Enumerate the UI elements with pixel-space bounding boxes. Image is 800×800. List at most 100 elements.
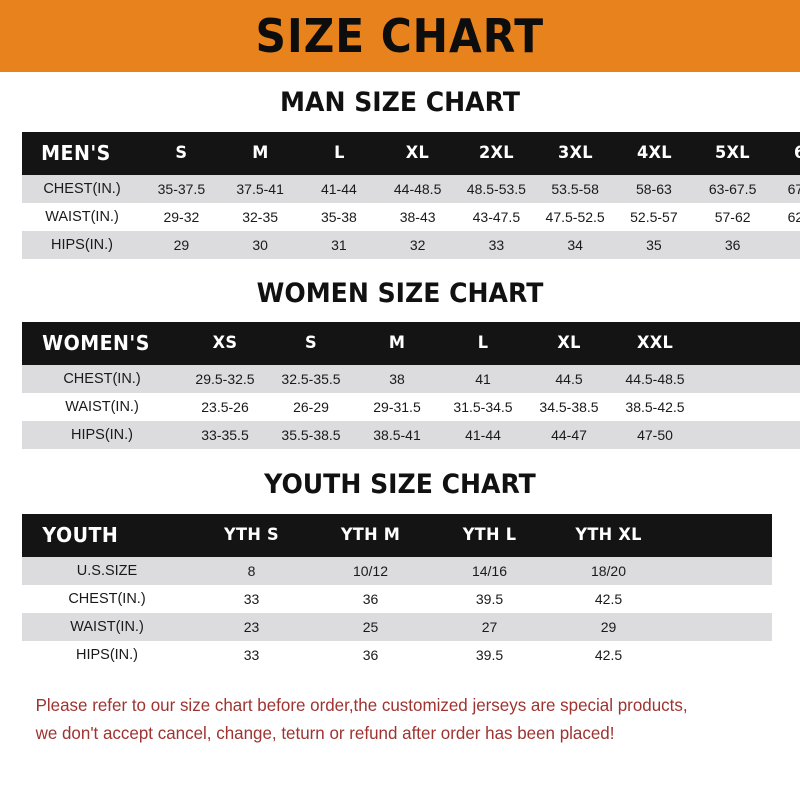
- women-hips-xxl: 47-50: [637, 427, 673, 443]
- man-chest-s: 35-37.5: [157, 181, 206, 197]
- women-row-header-label: WOMEN'S: [42, 331, 150, 355]
- youth-ussize-s: 8: [247, 563, 256, 579]
- chart-content: MAN SIZE CHART MEN'S S M L XL 2XL 3XL: [0, 72, 800, 800]
- youth-hips-m: 36: [362, 647, 379, 663]
- youth-header-row: YOUTH YTH S YTH M YTH L YTH XL: [22, 514, 772, 557]
- table-row: HIPS(IN.) 33-35.5 35.5-38.5 38.5-41 41-4…: [22, 421, 800, 449]
- youth-size-table: YOUTH YTH S YTH M YTH L YTH XL U.S.SIZE …: [22, 514, 772, 669]
- man-hips-2xl: 33: [488, 237, 505, 253]
- man-chest-l: 41-44: [320, 181, 357, 197]
- youth-waist-s: 23: [243, 619, 260, 635]
- man-col-header-s: S: [175, 143, 188, 163]
- man-col-header-2xl: 2XL: [478, 143, 514, 163]
- man-hips-m: 30: [252, 237, 268, 253]
- youth-chest-l: 39.5: [475, 591, 504, 607]
- youth-section-title: YOUTH SIZE CHART: [264, 469, 536, 500]
- man-col-header-5xl: 5XL: [715, 143, 751, 163]
- man-waist-xl: 38-43: [399, 209, 436, 225]
- youth-chest-s: 33: [243, 591, 260, 607]
- youth-chest-xl: 42.5: [594, 591, 623, 607]
- man-chest-3xl: 53.5-58: [551, 181, 599, 197]
- women-hips-spacer: [698, 421, 800, 449]
- women-hips-xs: 33-35.5: [201, 427, 249, 443]
- women-hips-label: HIPS(IN.): [70, 427, 134, 443]
- youth-col-header-m: YTH M: [340, 525, 401, 545]
- man-waist-s: 29-32: [163, 209, 200, 225]
- youth-table-wrapper: YOUTH YTH S YTH M YTH L YTH XL U.S.SIZE …: [22, 514, 778, 669]
- man-chest-m: 37.5-41: [236, 181, 284, 197]
- man-col-header-3xl: 3XL: [557, 143, 593, 163]
- women-chest-xl: 44.5: [555, 371, 583, 387]
- women-waist-xxl: 38.5-42.5: [625, 399, 685, 415]
- page-title: SIZE CHART: [255, 9, 545, 63]
- women-hips-s: 35.5-38.5: [281, 427, 341, 443]
- women-hips-m: 38.5-41: [373, 427, 421, 443]
- women-table-wrapper: WOMEN'S XS S M L XL XXL CHEST(IN.) 29.5-…: [22, 322, 800, 449]
- women-chest-xxl: 44.5-48.5: [625, 371, 685, 387]
- women-size-table: WOMEN'S XS S M L XL XXL CHEST(IN.) 29.5-…: [22, 322, 800, 449]
- women-chest-label: CHEST(IN.): [63, 371, 141, 387]
- man-waist-2xl: 43-47.5: [472, 209, 521, 225]
- women-waist-label: WAIST(IN.): [65, 399, 139, 415]
- man-header-row: MEN'S S M L XL 2XL 3XL 4XL 5XL 6XL: [22, 132, 800, 175]
- women-section-title: WOMEN SIZE CHART: [256, 278, 544, 309]
- women-waist-m: 29-31.5: [373, 399, 421, 415]
- man-col-header-l: L: [333, 143, 345, 163]
- table-row: CHEST(IN.) 35-37.5 37.5-41 41-44 44-48.5…: [22, 175, 800, 203]
- man-table-head: MEN'S S M L XL 2XL 3XL 4XL 5XL 6XL: [22, 132, 800, 175]
- man-hips-label: HIPS(IN.): [50, 237, 114, 253]
- table-row: HIPS(IN.) 33 36 39.5 42.5: [22, 641, 772, 669]
- youth-hips-label: HIPS(IN.): [75, 647, 139, 663]
- man-hips-s: 29: [173, 237, 190, 253]
- man-col-header-m: M: [251, 143, 269, 163]
- man-chest-2xl: 48.5-53.5: [466, 181, 526, 197]
- youth-waist-l: 27: [481, 619, 498, 635]
- man-hips-6xl: 37: [772, 231, 800, 259]
- man-col-header-4xl: 4XL: [636, 143, 672, 163]
- youth-waist-label: WAIST(IN.): [70, 619, 144, 635]
- man-hips-l: 31: [331, 237, 347, 253]
- youth-chest-spacer: [668, 585, 772, 613]
- youth-ussize-l: 14/16: [471, 563, 508, 579]
- youth-table-body: U.S.SIZE 8 10/12 14/16 18/20 CHEST(IN.) …: [22, 557, 772, 669]
- man-hips-4xl: 35: [646, 237, 662, 253]
- women-table-head: WOMEN'S XS S M L XL XXL: [22, 322, 800, 365]
- youth-ussize-m: 10/12: [352, 563, 389, 579]
- footer-disclaimer: Please refer to our size chart before or…: [22, 691, 755, 748]
- youth-col-header-spacer: [671, 514, 770, 557]
- women-col-header-spacer: [701, 322, 800, 365]
- women-table-body: CHEST(IN.) 29.5-32.5 32.5-35.5 38 41 44.…: [22, 365, 800, 449]
- footer-line-2: we don't accept cancel, change, teturn o…: [35, 723, 615, 744]
- youth-col-header-s: YTH S: [224, 525, 279, 545]
- youth-ussize-xl: 18/20: [590, 563, 627, 579]
- youth-chest-m: 36: [362, 591, 379, 607]
- man-waist-m: 32-35: [242, 209, 279, 225]
- table-row: HIPS(IN.) 29 30 31 32 33 34 35 36 37: [22, 231, 800, 259]
- youth-waist-spacer: [668, 613, 772, 641]
- women-waist-l: 31.5-34.5: [453, 399, 513, 415]
- man-table-body: CHEST(IN.) 35-37.5 37.5-41 41-44 44-48.5…: [22, 175, 800, 259]
- youth-waist-m: 25: [362, 619, 379, 635]
- man-col-header-6xl: 6XL: [774, 132, 800, 175]
- women-col-header-xs: XS: [212, 333, 238, 353]
- man-chest-6xl: 67.5-72: [787, 181, 800, 197]
- page-banner: SIZE CHART: [0, 0, 800, 72]
- man-waist-5xl: 57-62: [714, 209, 751, 225]
- women-col-header-s: S: [305, 333, 317, 353]
- women-waist-xs: 23.5-26: [201, 399, 249, 415]
- women-col-header-l: L: [477, 333, 489, 353]
- youth-col-header-xl: YTH XL: [575, 525, 642, 545]
- youth-ussize-spacer: [668, 557, 772, 585]
- man-waist-6xl: 62-66.5: [787, 209, 800, 225]
- women-col-header-xxl: XXL: [636, 333, 674, 353]
- youth-ussize-label: U.S.SIZE: [76, 563, 138, 579]
- table-row: WAIST(IN.) 29-32 32-35 35-38 38-43 43-47…: [22, 203, 800, 231]
- youth-hips-xl: 42.5: [594, 647, 623, 663]
- table-row: WAIST(IN.) 23 25 27 29: [22, 613, 772, 641]
- women-chest-s: 32.5-35.5: [281, 371, 341, 387]
- women-chest-l: 41: [475, 371, 491, 387]
- man-col-header-xl: XL: [405, 143, 430, 163]
- youth-row-header-label: YOUTH: [42, 523, 119, 547]
- youth-hips-spacer: [668, 641, 772, 669]
